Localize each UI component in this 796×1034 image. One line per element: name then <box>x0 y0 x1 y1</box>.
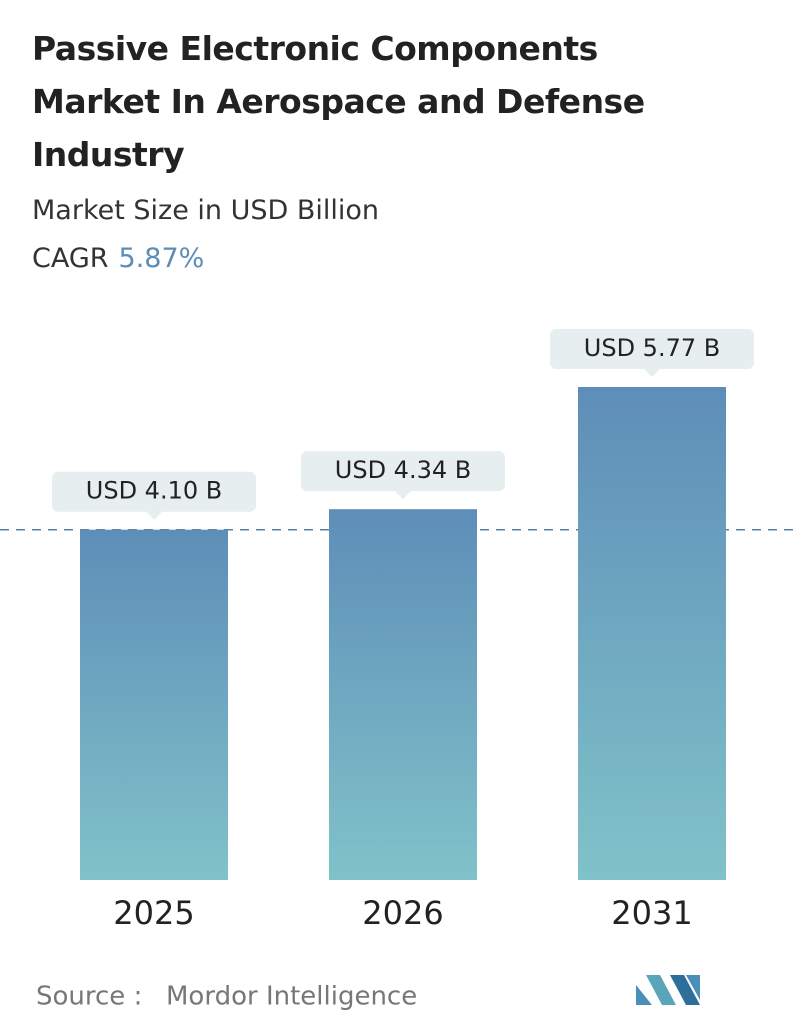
bar <box>80 529 228 880</box>
source-label: Source : <box>36 982 142 1012</box>
logo <box>636 975 700 1005</box>
chart-subtitle: Market Size in USD Billion <box>32 195 380 226</box>
cagr-label: CAGR <box>32 243 109 274</box>
label-bubble <box>52 471 256 520</box>
value-label: USD 5.77 B <box>584 334 720 362</box>
cagr: CAGR 5.87% <box>32 243 204 274</box>
label-bubble <box>301 451 505 500</box>
x-tick-label: 2026 <box>362 894 443 932</box>
cagr-value: 5.87% <box>118 243 205 274</box>
value-label: USD 4.34 B <box>335 456 471 484</box>
label-bubble <box>550 329 754 377</box>
x-tick-label: 2025 <box>113 894 194 932</box>
chart-title: Passive Electronic Components Market In … <box>32 29 645 174</box>
bar <box>329 509 477 880</box>
x-tick-label: 2031 <box>611 894 692 932</box>
bar <box>578 387 726 880</box>
value-label: USD 4.10 B <box>86 477 222 505</box>
source: Mordor Intelligence <box>166 982 417 1012</box>
